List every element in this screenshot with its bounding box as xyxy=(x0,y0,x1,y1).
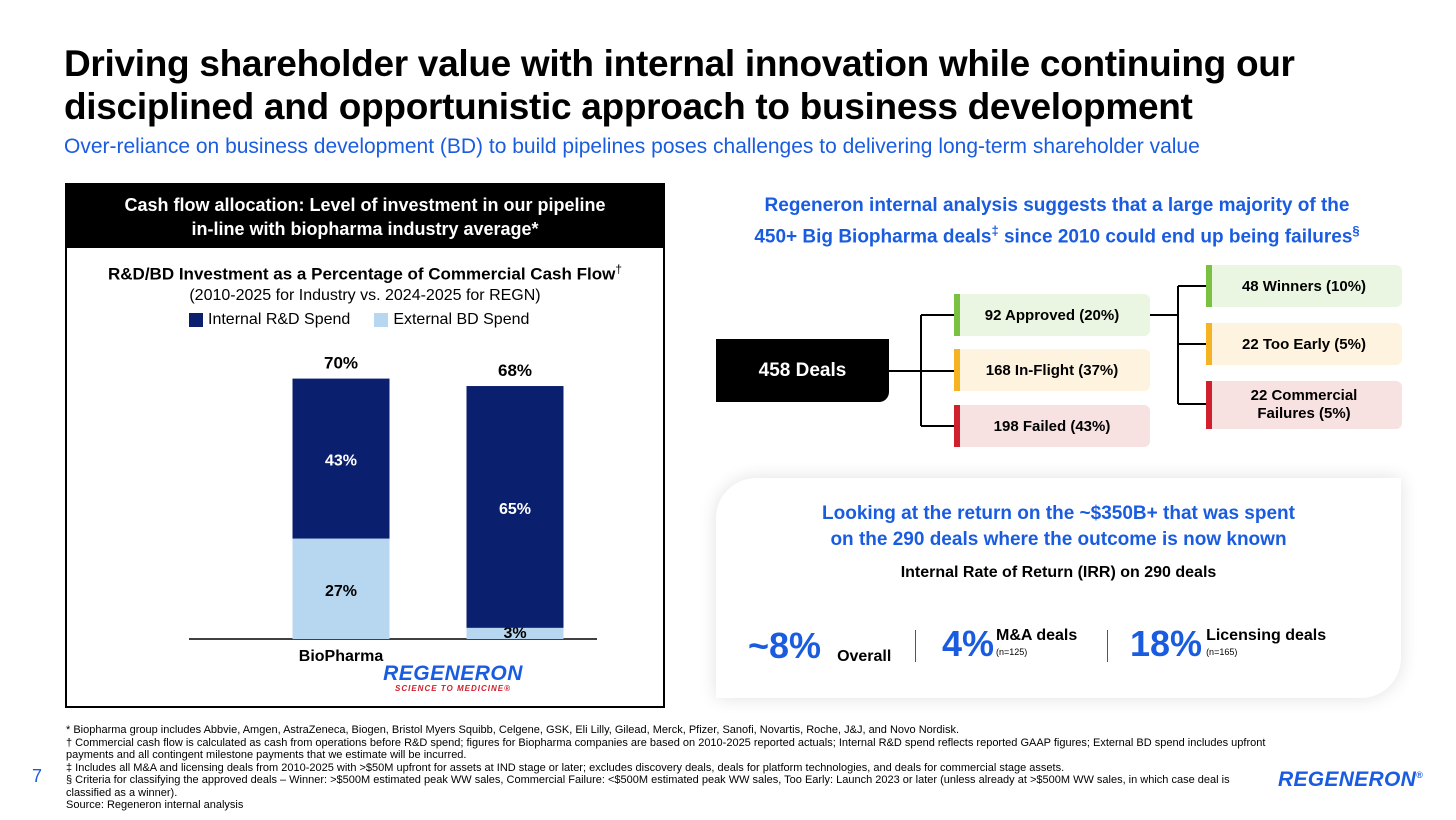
bar-external-1 xyxy=(466,627,564,639)
irr-heading: Looking at the return on the ~$350B+ tha… xyxy=(716,501,1401,553)
bar-internal-0 xyxy=(292,378,390,539)
chart-title: R&D/BD Investment as a Percentage of Com… xyxy=(67,262,663,285)
regeneron-category-logo: REGENERON SCIENCE TO MEDICINE® xyxy=(383,662,523,693)
irr-overall-value: ~8% xyxy=(748,625,822,666)
irr-ma-label: M&A deals xyxy=(996,627,1078,644)
analysis-mark-2: § xyxy=(1352,223,1360,238)
legend-swatch-internal xyxy=(189,313,203,327)
footnote-4: § Criteria for classifying the approved … xyxy=(66,774,1230,799)
irr-heading-line1: Looking at the return on the ~$350B+ tha… xyxy=(822,503,1295,524)
in-flight-node: 168 In-Flight (37%) xyxy=(954,349,1150,391)
irr-ma: 4% M&A deals (n=125) xyxy=(942,624,1077,664)
legend-item-external: External BD Spend xyxy=(374,311,529,329)
approved-node: 92 Approved (20%) xyxy=(954,294,1150,336)
irr-ma-n: (n=125) xyxy=(996,647,1028,657)
bar-label-external-0: 27% xyxy=(325,583,357,600)
cash-flow-panel: Cash flow allocation: Level of investmen… xyxy=(65,183,665,708)
stacked-bar-chart: 27%43%70%BioPharmamedian3%65%68% xyxy=(189,354,597,665)
analysis-heading-line2: 450+ Big Biopharma deals‡ since 2010 cou… xyxy=(712,218,1402,249)
analysis-heading: Regeneron internal analysis suggests tha… xyxy=(712,193,1402,249)
commercial-failures-node: 22 Commercial Failures (5%) xyxy=(1206,381,1402,429)
chart-title-mark: † xyxy=(615,262,622,276)
footnote-3: ‡ Includes all M&A and licensing deals f… xyxy=(66,761,1065,774)
bar-internal-1 xyxy=(466,386,564,628)
commercial-failures-line1: 22 Commercial xyxy=(1250,387,1358,404)
irr-overall: ~8% Overall xyxy=(748,626,891,666)
regeneron-logo-mark: ® xyxy=(1416,770,1423,780)
bar-label-external-1: 3% xyxy=(503,625,526,642)
chart-title-text: R&D/BD Investment as a Percentage of Com… xyxy=(108,264,616,284)
chart-legend: Internal R&D Spend External BD Spend xyxy=(189,311,529,329)
analysis-heading-line2b: since 2010 could end up being failures xyxy=(998,226,1353,248)
deals-root-box: 458 Deals xyxy=(716,339,889,402)
footnotes: * Biopharma group includes Abbvie, Amgen… xyxy=(66,724,1276,812)
regeneron-logo-tagline: SCIENCE TO MEDICINE® xyxy=(395,684,511,693)
irr-overall-label: Overall xyxy=(837,648,892,665)
panel-header: Cash flow allocation: Level of investmen… xyxy=(67,185,663,248)
commercial-failures-line2: Failures (5%) xyxy=(1257,405,1351,422)
regeneron-logo-word: REGENERON xyxy=(383,662,523,685)
irr-ma-label-group: M&A deals (n=125) xyxy=(996,628,1077,660)
legend-item-internal: Internal R&D Spend xyxy=(189,311,350,329)
winners-node: 48 Winners (10%) xyxy=(1206,265,1402,307)
too-early-node: 22 Too Early (5%) xyxy=(1206,323,1402,365)
slide-title: Driving shareholder value with internal … xyxy=(64,43,1295,127)
panel-header-line2: in-line with biopharma industry average* xyxy=(191,219,539,239)
slide-subtitle: Over-reliance on business development (B… xyxy=(64,135,1200,158)
analysis-heading-line2a: 450+ Big Biopharma deals xyxy=(754,226,992,248)
irr-lic-label: Licensing deals xyxy=(1206,627,1327,644)
irr-divider-1 xyxy=(915,630,916,662)
bar-total-label-0: 70% xyxy=(324,354,358,373)
footnote-source: Source: Regeneron internal analysis xyxy=(66,799,244,811)
page-number: 7 xyxy=(32,766,43,786)
irr-licensing: 18% Licensing deals (n=165) xyxy=(1130,624,1326,664)
footnote-1: * Biopharma group includes Abbvie, Amgen… xyxy=(66,724,960,736)
irr-lic-label-group: Licensing deals (n=165) xyxy=(1206,628,1326,660)
category-label-0-line0: BioPharma xyxy=(299,648,384,665)
failed-node: 198 Failed (43%) xyxy=(954,405,1150,447)
regeneron-logo-text: REGENERON xyxy=(1278,768,1417,791)
irr-ma-value: 4% xyxy=(942,623,995,664)
irr-lic-n: (n=165) xyxy=(1206,647,1238,657)
regeneron-logo: REGENERON® xyxy=(1278,768,1423,792)
irr-heading-line2: on the 290 deals where the outcome is no… xyxy=(830,529,1287,550)
bar-label-internal-0: 43% xyxy=(325,453,357,470)
footnote-2: † Commercial cash flow is calculated as … xyxy=(66,736,1266,762)
irr-panel: Looking at the return on the ~$350B+ tha… xyxy=(716,478,1401,698)
legend-label-external: External BD Spend xyxy=(393,311,530,328)
irr-subheading: Internal Rate of Return (IRR) on 290 dea… xyxy=(900,564,1217,581)
analysis-mark-1: ‡ xyxy=(991,223,999,238)
analysis-heading-line1: Regeneron internal analysis suggests tha… xyxy=(764,195,1350,216)
irr-lic-value: 18% xyxy=(1130,623,1203,664)
chart-subtitle: (2010-2025 for Industry vs. 2024-2025 fo… xyxy=(189,287,541,304)
legend-swatch-external xyxy=(374,313,389,327)
bar-external-0 xyxy=(292,538,390,639)
panel-header-line1: Cash flow allocation: Level of investmen… xyxy=(124,195,606,215)
irr-divider-2 xyxy=(1107,630,1108,662)
bar-label-internal-1: 65% xyxy=(499,501,531,518)
bar-total-label-1: 68% xyxy=(498,361,532,380)
legend-label-internal: Internal R&D Spend xyxy=(208,311,351,328)
